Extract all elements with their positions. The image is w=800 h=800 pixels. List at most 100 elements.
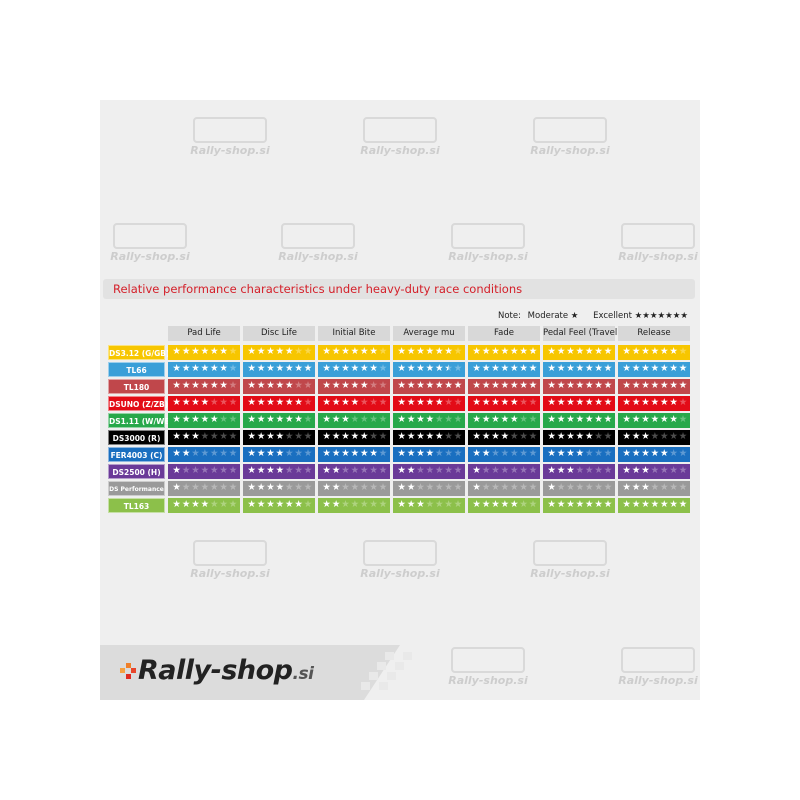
star-icon: ★ — [472, 431, 481, 442]
star-icon: ★ — [434, 363, 444, 374]
rating-cell: ★★★★★★★ — [318, 345, 390, 360]
rating-cell: ★★★★★★★ — [468, 396, 540, 411]
star-icon: ★ — [519, 363, 528, 374]
star-icon: ★ — [191, 414, 200, 425]
star-icon: ★ — [172, 346, 181, 357]
star-icon: ★ — [491, 380, 500, 391]
star-icon: ★ — [519, 346, 528, 357]
star-icon: ★ — [481, 363, 491, 374]
watermark: Rally-shop.si — [618, 647, 698, 687]
star-icon: ★ — [284, 448, 294, 459]
star-icon: ★ — [359, 414, 369, 425]
star-icon: ★ — [669, 499, 678, 510]
star-icon: ★ — [519, 397, 528, 408]
star-icon: ★ — [453, 482, 463, 493]
rating-cell: ★★★★★★★ — [543, 447, 615, 462]
row-label: DS3000 (R) — [108, 430, 165, 445]
star-icon: ★ — [622, 380, 631, 391]
star-icon: ★ — [519, 465, 528, 476]
rating-cell: ★★★★★★★ — [168, 396, 240, 411]
star-icon: ★ — [275, 397, 285, 408]
star-icon: ★ — [247, 482, 256, 493]
watermark: Rally-shop.si — [530, 540, 610, 580]
rating-cell: ★★★★★★★ — [243, 481, 315, 496]
star-icon: ★ — [425, 482, 435, 493]
rating-cell: ★★★★★★★ — [318, 498, 390, 513]
star-icon: ★ — [650, 482, 660, 493]
star-icon: ★ — [209, 465, 219, 476]
star-icon: ★ — [669, 363, 678, 374]
star-icon: ★ — [378, 346, 388, 357]
star-icon: ★ — [594, 346, 603, 357]
star-icon: ★ — [425, 414, 435, 425]
star-icon: ★ — [191, 482, 200, 493]
star-icon: ★ — [453, 414, 463, 425]
watermark: Rally-shop.si — [448, 647, 528, 687]
star-icon: ★ — [566, 414, 575, 425]
star-icon: ★ — [303, 346, 313, 357]
star-icon: ★ — [509, 482, 519, 493]
star-icon: ★ — [500, 431, 510, 442]
star-icon: ★ — [322, 363, 331, 374]
star-icon: ★ — [331, 431, 341, 442]
rating-cell: ★★★★★★★ — [168, 362, 240, 377]
star-icon: ★ — [425, 465, 435, 476]
star-icon: ★ — [331, 448, 341, 459]
column-header: Average mu — [393, 326, 465, 341]
star-icon: ★ — [322, 499, 331, 510]
star-icon: ★ — [322, 431, 331, 442]
star-icon: ★ — [341, 431, 350, 442]
star-icon: ★ — [584, 448, 594, 459]
star-icon: ★ — [406, 346, 416, 357]
star-icon: ★ — [528, 465, 538, 476]
star-icon: ★ — [247, 363, 256, 374]
star-icon: ★ — [378, 431, 388, 442]
star-icon: ★ — [434, 380, 444, 391]
star-icon: ★ — [369, 363, 378, 374]
rating-cell: ★★★★★★★ — [618, 396, 690, 411]
star-icon: ★ — [500, 363, 510, 374]
star-icon: ★ — [294, 380, 303, 391]
star-icon: ★ — [622, 346, 631, 357]
star-icon: ★ — [481, 465, 491, 476]
note-label: Note: — [497, 311, 521, 321]
rating-cell: ★★★★★★★ — [393, 413, 465, 428]
star-icon: ★ — [284, 397, 294, 408]
star-icon: ★ — [453, 448, 463, 459]
star-icon: ★ — [481, 499, 491, 510]
star-icon: ★ — [556, 465, 566, 476]
star-icon: ★ — [284, 380, 294, 391]
star-icon: ★ — [200, 499, 210, 510]
rating-cell: ★★★★★★★ — [543, 396, 615, 411]
star-icon: ★ — [181, 465, 191, 476]
row-label: DSUNO (Z/ZB) — [108, 396, 168, 411]
rating-cell: ★★★★★★★ — [468, 498, 540, 513]
star-icon: ★ — [575, 363, 585, 374]
star-icon: ★ — [556, 397, 566, 408]
star-icon: ★ — [566, 380, 575, 391]
star-icon: ★ — [331, 363, 341, 374]
rating-cell: ★★★★★★★ — [543, 413, 615, 428]
star-icon: ★ — [191, 448, 200, 459]
star-icon: ★ — [547, 482, 556, 493]
star-icon: ★ — [181, 397, 191, 408]
star-icon: ★ — [519, 414, 528, 425]
star-icon: ★ — [509, 431, 519, 442]
star-icon: ★ — [481, 346, 491, 357]
star-icon: ★ — [566, 363, 575, 374]
star-icon: ★ — [322, 380, 331, 391]
star-icon: ★ — [266, 431, 275, 442]
star-icon: ★ — [453, 380, 463, 391]
star-icon: ★ — [509, 414, 519, 425]
star-icon: ★ — [181, 482, 191, 493]
star-icon: ★ — [247, 465, 256, 476]
rating-cell: ★★★★★★★ — [393, 379, 465, 394]
column-header: Fade — [468, 326, 540, 341]
star-icon: ★ — [584, 482, 594, 493]
star-icon: ★ — [650, 448, 660, 459]
star-icon: ★ — [256, 380, 266, 391]
star-icon: ★ — [200, 363, 210, 374]
star-icon: ★ — [678, 431, 688, 442]
star-icon: ★ — [209, 346, 219, 357]
star-icon: ★ — [453, 465, 463, 476]
